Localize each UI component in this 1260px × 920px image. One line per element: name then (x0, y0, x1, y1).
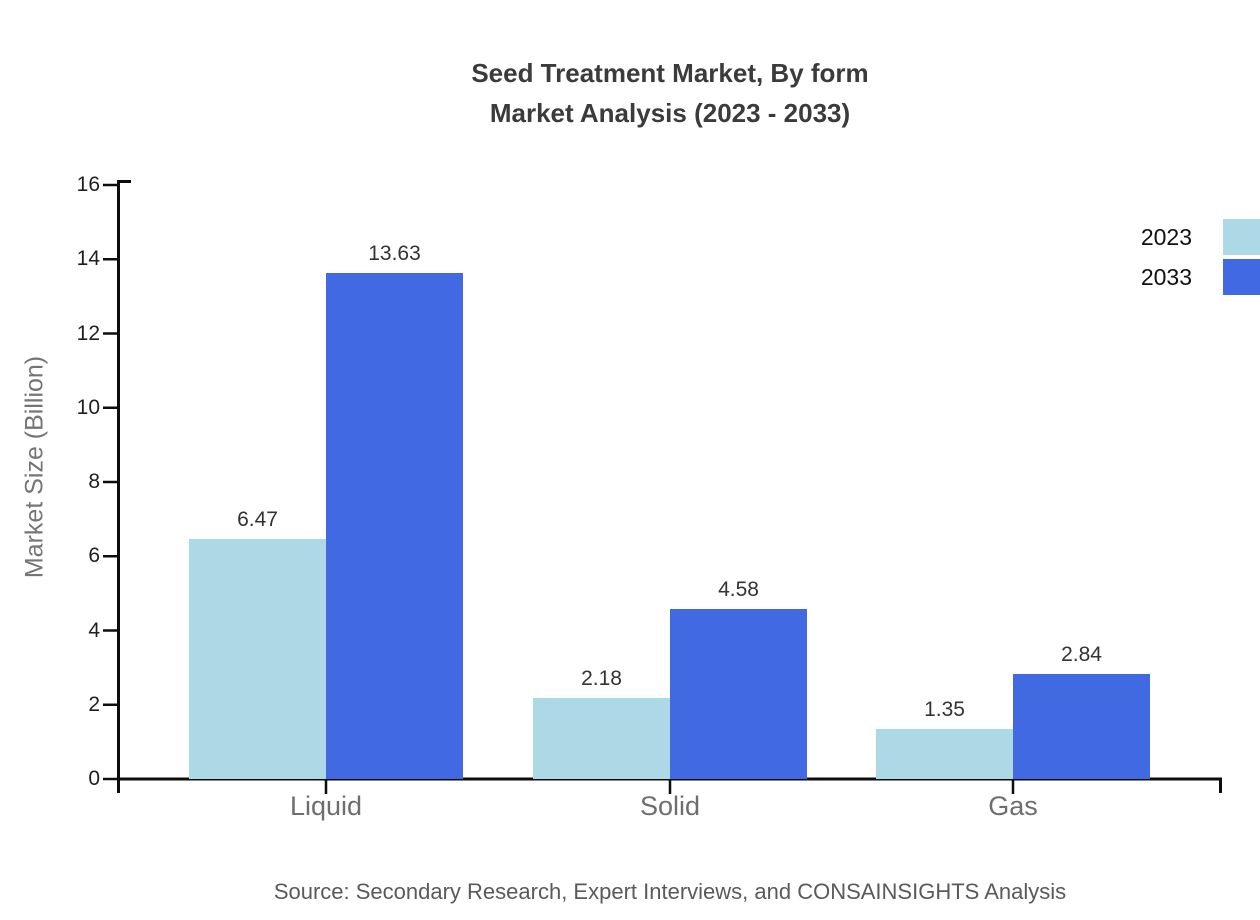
y-tick-label: 6 (88, 544, 100, 568)
bar-value-label: 13.63 (368, 241, 421, 265)
legend-swatch-2033 (1223, 259, 1260, 295)
bar-2023-gas (876, 728, 1013, 779)
chart-title-line1: Seed Treatment Market, By form (471, 58, 869, 88)
bar-2033-liquid (326, 272, 463, 779)
legend-label-2033: 2033 (1140, 263, 1192, 290)
y-tick-label: 8 (88, 470, 100, 493)
source-note: Source: Secondary Research, Expert Inter… (273, 879, 1067, 904)
chart-title: Seed Treatment Market, By form Market An… (80, 53, 1260, 133)
y-tick-label: 16 (76, 173, 100, 196)
bar-2023-liquid (189, 538, 326, 779)
y-tick-label: 12 (76, 321, 100, 345)
x-category-label: Solid (639, 791, 701, 821)
y-tick-label: 14 (76, 247, 100, 271)
legend-swatch-2023 (1223, 219, 1260, 255)
x-category-label: Gas (988, 791, 1038, 821)
y-tick-label: 0 (88, 767, 100, 790)
x-category-label: Liquid (289, 791, 363, 821)
bar-value-label: 2.84 (1061, 642, 1102, 666)
bar-2033-gas (1013, 673, 1150, 779)
bar-value-label: 4.58 (718, 577, 759, 601)
bar-value-label: 6.47 (237, 507, 278, 531)
y-tick-label: 2 (88, 692, 100, 716)
legend-label-2023: 2023 (1140, 223, 1192, 250)
bar-value-label: 1.35 (924, 697, 965, 721)
chart-title-line2: Market Analysis (2023 - 2033) (489, 98, 851, 128)
legend-item-2023: 2023 (1141, 219, 1260, 255)
bar-2023-solid (533, 698, 670, 779)
y-tick-label: 10 (76, 395, 100, 419)
bar-value-label: 2.18 (581, 667, 622, 691)
legend-item-2033: 2033 (1141, 259, 1260, 295)
bar-2033-solid (670, 608, 807, 779)
y-tick-label: 4 (88, 618, 100, 642)
